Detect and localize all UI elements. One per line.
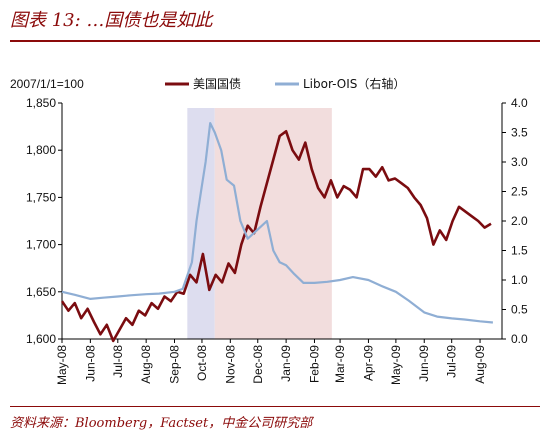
left-tick-label: 1,650 bbox=[26, 285, 56, 299]
series-line-1 bbox=[60, 130, 492, 343]
x-tick-label: Oct-08 bbox=[195, 345, 209, 381]
figure-title: 图表 13: …国债也是如此 bbox=[10, 10, 213, 31]
x-tick-label: Mar-09 bbox=[333, 345, 347, 383]
source-rule bbox=[10, 406, 540, 407]
x-tick-label: Jul-08 bbox=[111, 345, 125, 378]
legend-label-1: 美国国债 bbox=[193, 77, 241, 91]
x-tick-label: Feb-09 bbox=[307, 345, 321, 383]
left-tick-label: 1,600 bbox=[26, 332, 56, 346]
right-tick-label: 2.0 bbox=[511, 214, 528, 228]
x-tick-label: Jun-08 bbox=[83, 345, 97, 382]
right-tick-label: 4.0 bbox=[511, 96, 528, 110]
x-tick-label: Jan-09 bbox=[279, 345, 293, 382]
shaded-region-1 bbox=[187, 108, 215, 339]
x-tick-label: Dec-08 bbox=[251, 345, 265, 384]
right-tick-label: 0.0 bbox=[511, 332, 528, 346]
x-tick-label: May-09 bbox=[389, 345, 403, 385]
right-tick-label: 3.5 bbox=[511, 126, 528, 140]
x-tick-label: Jul-09 bbox=[445, 345, 459, 378]
left-tick-label: 1,800 bbox=[26, 143, 56, 157]
source-note: 资料来源：Bloomberg，Factset，中金公司研究部 bbox=[10, 416, 313, 431]
x-tick-label: Jun-09 bbox=[417, 345, 431, 382]
right-tick-label: 0.5 bbox=[511, 303, 528, 317]
shaded-region-2 bbox=[214, 108, 332, 339]
x-tick-label: Apr-09 bbox=[361, 345, 375, 381]
left-tick-label: 1,850 bbox=[26, 96, 56, 110]
left-tick-label: 1,700 bbox=[26, 238, 56, 252]
x-tick-label: Aug-09 bbox=[473, 345, 487, 384]
legend-label-2: Libor-OIS（右轴） bbox=[303, 76, 405, 91]
x-tick-label: Sep-08 bbox=[168, 345, 182, 384]
base-note: 2007/1/1=100 bbox=[10, 77, 84, 91]
right-tick-label: 1.5 bbox=[511, 244, 528, 258]
series-line-2 bbox=[61, 121, 494, 324]
left-tick-label: 1,750 bbox=[26, 190, 56, 204]
x-tick-label: Aug-08 bbox=[139, 345, 153, 384]
right-tick-label: 1.0 bbox=[511, 273, 528, 287]
right-tick-label: 3.0 bbox=[511, 155, 528, 169]
x-tick-label: May-08 bbox=[55, 345, 69, 385]
right-tick-label: 2.5 bbox=[511, 185, 528, 199]
x-tick-label: Nov-08 bbox=[223, 345, 237, 384]
title-rule bbox=[10, 40, 540, 42]
